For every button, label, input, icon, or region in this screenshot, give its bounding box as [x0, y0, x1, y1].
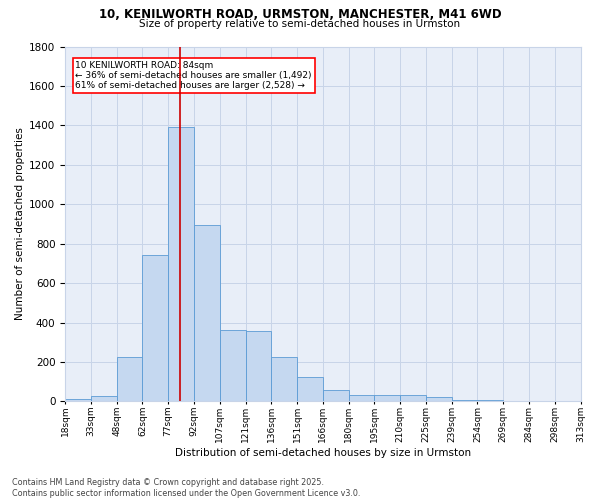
Bar [91, 396, 116, 402]
Bar [245, 332, 271, 402]
Text: Size of property relative to semi-detached houses in Urmston: Size of property relative to semi-detach… [139, 19, 461, 29]
Text: Contains HM Land Registry data © Crown copyright and database right 2025.
Contai: Contains HM Land Registry data © Crown c… [12, 478, 361, 498]
Bar [400, 396, 426, 402]
Text: 10, KENILWORTH ROAD, URMSTON, MANCHESTER, M41 6WD: 10, KENILWORTH ROAD, URMSTON, MANCHESTER… [98, 8, 502, 20]
Y-axis label: Number of semi-detached properties: Number of semi-detached properties [15, 128, 25, 320]
Bar [142, 254, 168, 402]
Bar [194, 225, 220, 402]
Bar [297, 377, 323, 402]
Bar [168, 128, 194, 402]
Bar [503, 401, 529, 402]
Bar [478, 400, 503, 402]
Text: 10 KENILWORTH ROAD: 84sqm
← 36% of semi-detached houses are smaller (1,492)
61% : 10 KENILWORTH ROAD: 84sqm ← 36% of semi-… [76, 60, 312, 90]
Bar [349, 394, 374, 402]
Bar [452, 400, 478, 402]
Bar [220, 330, 245, 402]
Bar [271, 357, 297, 402]
Bar [426, 398, 452, 402]
Bar [65, 400, 91, 402]
Bar [323, 390, 349, 402]
Bar [529, 401, 555, 402]
Bar [374, 396, 400, 402]
X-axis label: Distribution of semi-detached houses by size in Urmston: Distribution of semi-detached houses by … [175, 448, 471, 458]
Bar [116, 357, 142, 402]
